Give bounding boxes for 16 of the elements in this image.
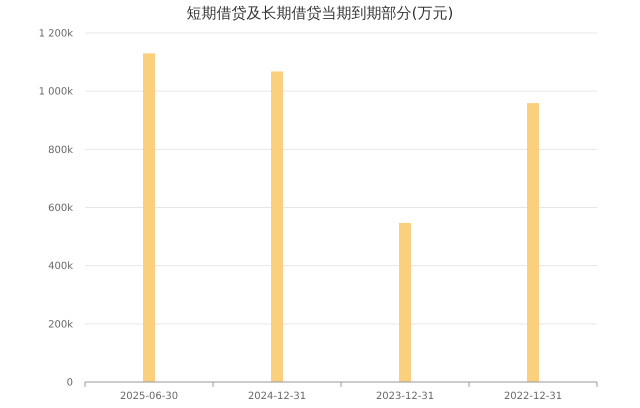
y-tick-label: 1 200k	[38, 28, 74, 40]
y-tick-label: 600k	[48, 203, 74, 214]
y-tick-label: 800k	[48, 144, 74, 156]
bar	[143, 53, 155, 382]
x-tick-label: 2022-12-31	[504, 391, 562, 402]
bar	[527, 103, 539, 382]
bar	[399, 222, 411, 382]
y-tick-label: 0	[66, 378, 73, 388]
y-tick-label: 1 000k	[38, 86, 74, 98]
y-tick-label: 400k	[48, 261, 74, 272]
bar	[271, 71, 283, 382]
x-tick-label: 2023-12-31	[376, 391, 434, 402]
chart-title: 短期借贷及长期借贷当期到期部分(万元)	[186, 4, 454, 22]
x-tick-label: 2024-12-31	[248, 391, 306, 402]
y-tick-label: 200k	[48, 319, 74, 330]
x-tick-label: 2025-06-30	[120, 391, 178, 402]
